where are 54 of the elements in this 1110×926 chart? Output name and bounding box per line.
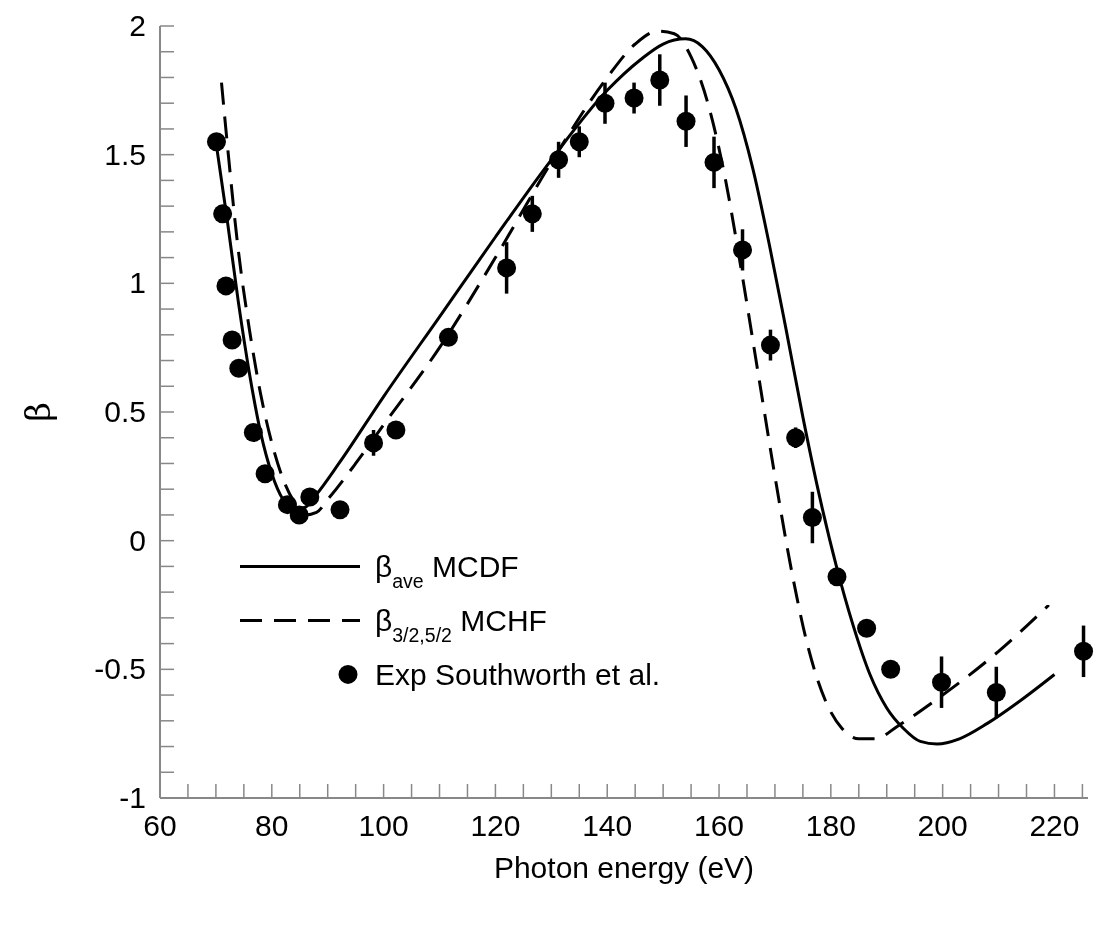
legend-label: Exp Southworth et al.: [375, 658, 661, 692]
point: [624, 88, 644, 108]
x-tick-label: 80: [255, 809, 289, 842]
point: [595, 93, 615, 113]
point: [522, 204, 542, 224]
y-tick-label: -0.5: [94, 652, 146, 686]
point: [386, 420, 406, 440]
point: [760, 335, 780, 355]
point: [881, 659, 901, 679]
y-tick-label: 1: [129, 266, 146, 300]
y-tick-label: 0: [129, 523, 146, 557]
point: [857, 618, 877, 638]
x-tick-label: 60: [143, 809, 177, 842]
point: [330, 500, 350, 520]
y-tick-label: 1.5: [104, 137, 146, 171]
point: [549, 150, 569, 170]
point: [676, 111, 696, 131]
legend-label: β$_{3/2,5/2}$ MCHF: [375, 604, 547, 647]
point: [438, 327, 458, 347]
point: [255, 464, 275, 484]
y-axis-title: β: [18, 402, 58, 422]
x-tick-label: 200: [917, 809, 968, 842]
point: [802, 508, 822, 528]
point: [364, 433, 384, 453]
x-tick-label: 220: [1029, 809, 1080, 842]
x-tick-label: 120: [470, 809, 521, 842]
point: [222, 330, 242, 350]
point: [300, 487, 320, 507]
point: [986, 682, 1006, 702]
point: [932, 672, 952, 692]
legend-label: β$_{ave}$ MCDF: [375, 550, 519, 593]
point: [650, 70, 670, 90]
x-tick-label: 180: [805, 809, 856, 842]
point: [733, 240, 753, 260]
point: [243, 423, 263, 443]
point: [569, 132, 589, 152]
x-tick-label: 140: [582, 809, 633, 842]
y-tick-label: 2: [129, 9, 146, 42]
point: [206, 132, 226, 152]
point: [289, 505, 309, 525]
point: [786, 428, 806, 448]
point: [704, 152, 724, 172]
point: [1074, 641, 1094, 661]
x-axis-title: Photon energy (eV): [493, 851, 755, 884]
y-tick-label: 0.5: [104, 395, 146, 428]
point: [277, 495, 297, 515]
point: [229, 358, 249, 378]
point: [216, 276, 236, 296]
x-tick-label: 160: [694, 809, 745, 842]
point: [213, 204, 233, 224]
point: [497, 258, 517, 278]
x-tick-label: 100: [358, 809, 409, 842]
y-tick-label: -1: [119, 781, 146, 814]
point: [827, 567, 847, 587]
